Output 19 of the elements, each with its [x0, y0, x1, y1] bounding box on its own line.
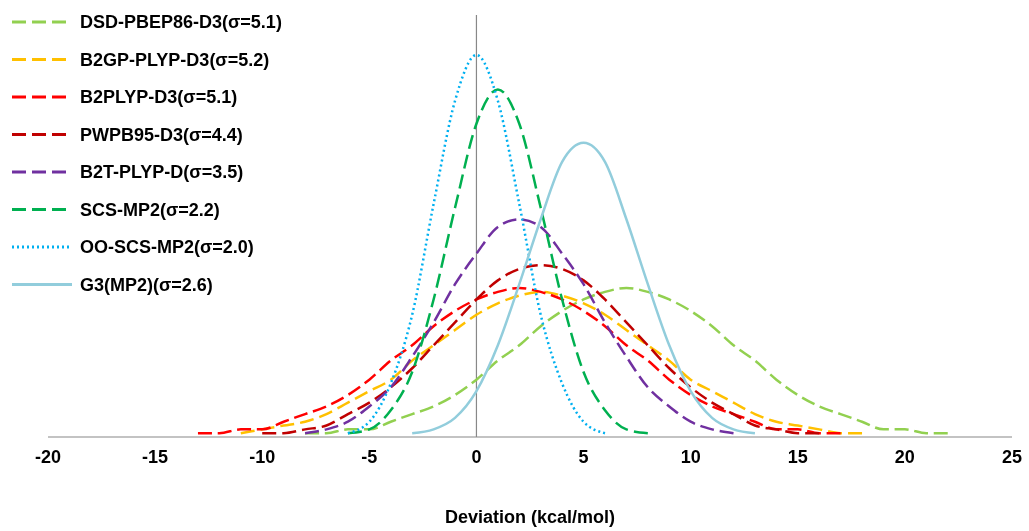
- x-tick-label: 15: [787, 447, 808, 467]
- legend-label: B2T-PLYP-D(σ=3.5): [80, 162, 244, 182]
- x-tick-label: -20: [34, 447, 62, 467]
- x-axis-title: Deviation (kcal/mol): [444, 507, 616, 527]
- legend-label: DSD-PBEP86-D3(σ=5.1): [80, 12, 282, 32]
- x-tick-label: 10: [680, 447, 701, 467]
- x-tick-label: 5: [578, 447, 589, 467]
- legend-label: OO-SCS-MP2(σ=2.0): [80, 237, 254, 257]
- legend-label: B2PLYP-D3(σ=5.1): [80, 87, 238, 107]
- legend-label: B2GP-PLYP-D3(σ=5.2): [80, 49, 270, 70]
- x-tick-label: -10: [249, 447, 276, 467]
- x-tick-label: 0: [471, 447, 482, 467]
- x-tick-label: 25: [1001, 447, 1023, 467]
- x-tick-label: -15: [142, 447, 169, 467]
- x-tick-label: 20: [894, 447, 915, 467]
- legend-label: SCS-MP2(σ=2.2): [80, 199, 220, 220]
- x-tick-label: -5: [361, 447, 378, 467]
- legend-label: G3(MP2)(σ=2.6): [80, 274, 213, 295]
- legend-label: PWPB95-D3(σ=4.4): [80, 124, 243, 145]
